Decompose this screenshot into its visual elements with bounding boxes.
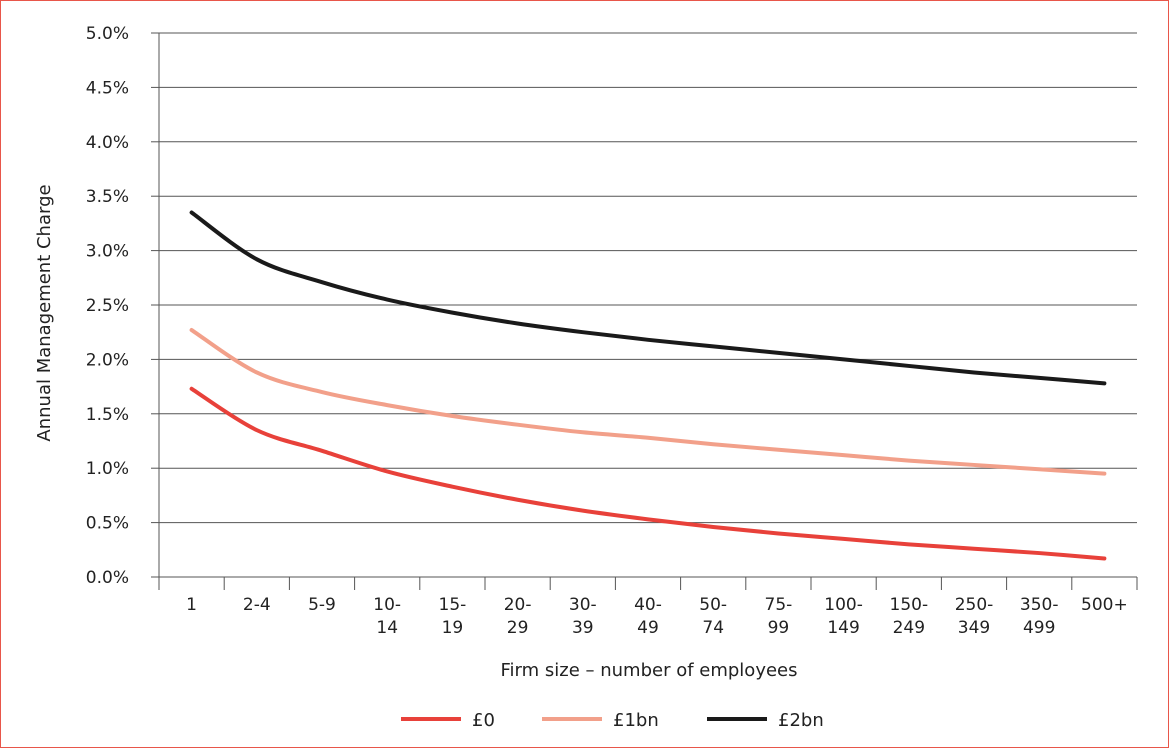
x-tick-label: 30-39 xyxy=(569,595,597,638)
series-line xyxy=(189,328,1107,476)
y-tick-label: 5.0% xyxy=(86,24,129,44)
x-tick-label: 150-249 xyxy=(890,595,929,638)
y-tick-label: 3.5% xyxy=(86,187,129,207)
x-tick-label: 75-99 xyxy=(765,595,793,638)
series-line xyxy=(189,210,1107,386)
y-tick-label: 2.5% xyxy=(86,296,129,316)
y-tick-label: 1.5% xyxy=(86,405,129,425)
y-tick-label: 4.5% xyxy=(86,78,129,98)
series-lines xyxy=(189,210,1107,561)
x-tick-label: 5-9 xyxy=(308,595,336,615)
legend-label: £0 xyxy=(472,710,495,731)
x-axis-ticks: 1 2-4 5-9 10-14 15-19 20-29 30-39 40-49 50-74 75-… xyxy=(158,577,1138,638)
y-axis-ticks: 0.0% 0.5% 1.0% 1.5% 2.0% 2.5% 3.0% 3.5% 4.0% 4.5%… xyxy=(86,24,159,588)
x-tick-label: 500+ xyxy=(1081,595,1128,615)
x-axis-title: Firm size – number of employees xyxy=(501,660,798,681)
legend: £0 £1bn £2bn xyxy=(401,710,824,731)
x-tick-label: 350-499 xyxy=(1020,595,1059,638)
y-tick-label: 0.0% xyxy=(86,568,129,588)
legend-label: £1bn xyxy=(613,710,659,731)
x-tick-label: 250-349 xyxy=(955,595,994,638)
y-axis-title: Annual Management Charge xyxy=(34,184,55,441)
x-tick-label: 100-149 xyxy=(824,595,863,638)
x-tick-label: 40-49 xyxy=(634,595,662,638)
x-tick-label: 2-4 xyxy=(243,595,271,615)
y-tick-label: 3.0% xyxy=(86,242,129,262)
x-tick-label: 15-19 xyxy=(439,595,467,638)
x-tick-label: 50-74 xyxy=(699,595,727,638)
axes xyxy=(158,33,1137,578)
x-tick-label: 10-14 xyxy=(373,595,401,638)
legend-label: £2bn xyxy=(778,710,824,731)
y-tick-label: 4.0% xyxy=(86,133,129,153)
y-tick-label: 2.0% xyxy=(86,350,129,370)
y-tick-label: 0.5% xyxy=(86,514,129,534)
series-line xyxy=(189,386,1107,561)
y-tick-label: 1.0% xyxy=(86,459,129,479)
x-tick-label: 1 xyxy=(186,595,197,615)
x-tick-label: 20-29 xyxy=(504,595,532,638)
gridlines xyxy=(159,32,1137,524)
